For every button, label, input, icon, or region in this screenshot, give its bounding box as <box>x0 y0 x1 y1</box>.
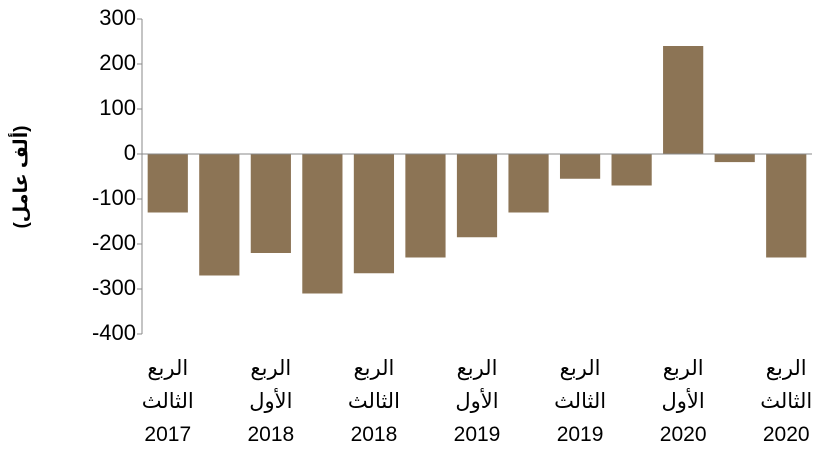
y-tick-label: 0 <box>124 140 136 165</box>
y-tick-label: 200 <box>99 50 136 75</box>
x-tick-label: الربع الثالث 2019 <box>554 357 607 446</box>
x-tick-label: الربع الأول 2020 <box>659 357 707 446</box>
bar <box>766 154 807 258</box>
y-tick-label: -100 <box>92 185 136 210</box>
bar <box>456 154 498 238</box>
bar <box>405 154 446 258</box>
y-tick-label: -400 <box>92 320 136 345</box>
bar <box>250 154 291 253</box>
bar <box>302 154 343 294</box>
bar <box>508 154 549 213</box>
x-tick-label: الربع الثالث 2020 <box>760 357 813 446</box>
bar <box>353 154 395 274</box>
bar <box>663 46 704 154</box>
bar <box>611 154 652 186</box>
bar <box>559 154 601 179</box>
bar <box>199 154 240 276</box>
x-tick-label: الربع الثالث 2018 <box>347 357 400 446</box>
y-axis-label: (ألف عامل) <box>8 125 32 228</box>
bar <box>147 154 188 213</box>
x-tick-label: الربع الثالث 2017 <box>141 357 194 446</box>
x-tick-label: الربع الأول 2019 <box>453 357 501 446</box>
y-tick-label: 100 <box>99 95 136 120</box>
y-tick-label: 300 <box>99 5 136 30</box>
x-tick-label: الربع الأول 2018 <box>247 357 295 446</box>
bar <box>714 154 755 163</box>
y-tick-label: -200 <box>92 230 136 255</box>
y-tick-label: -300 <box>92 275 136 300</box>
